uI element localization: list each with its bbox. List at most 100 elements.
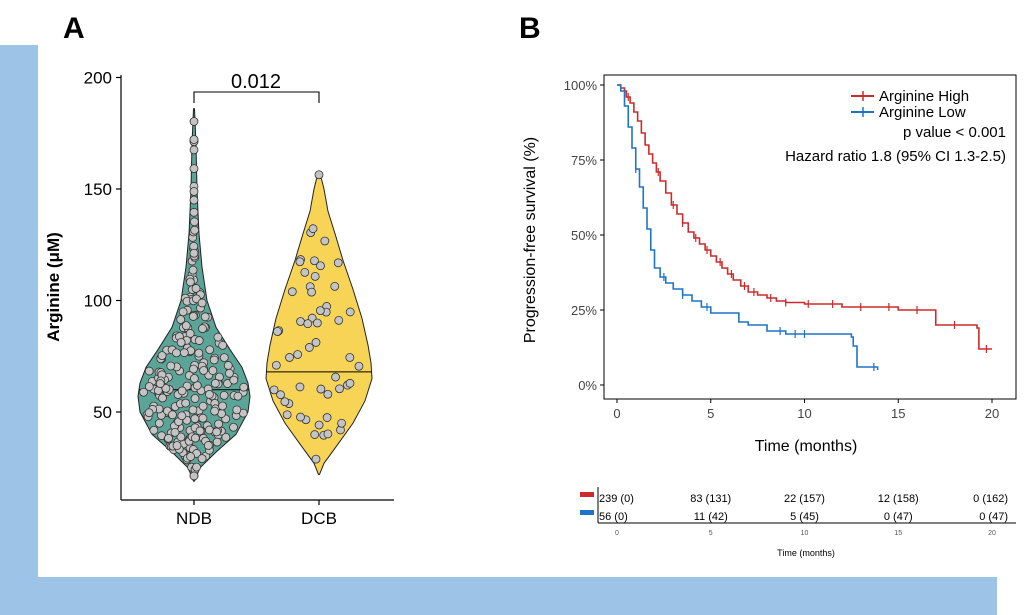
data-point [185,329,195,338]
data-point [176,315,186,324]
risk-row-marker-low [580,510,594,515]
hazard-ratio-annotation: Hazard ratio 1.8 (95% CI 1.3-2.5) [785,148,1006,165]
data-point [312,318,322,328]
data-point [304,343,314,352]
data-point [210,378,220,388]
x-tick-label: DCB [301,509,337,528]
data-point [233,391,243,401]
data-point [164,433,173,443]
data-point [280,397,290,407]
data-point [189,471,199,481]
risk-table: Time (months) 239 (0) 83 (131) 22 (157) 12 … [580,487,1016,558]
y-tick-label: 50% [571,228,597,243]
data-point [212,437,222,447]
data-point [214,419,223,429]
data-point [345,378,355,388]
x-tick-label: 5 [707,406,714,421]
data-point [189,164,199,174]
km-curve-low [617,84,879,370]
data-point [181,398,191,408]
data-point [333,258,343,268]
data-point [203,441,213,450]
data-point [239,382,249,392]
data-point [314,420,324,430]
data-point [218,340,228,350]
data-point [195,426,205,436]
background-band-bottom [0,577,997,615]
data-point [176,338,186,347]
data-point [189,195,199,205]
plot-frame [603,74,1017,400]
risk-cell: 239 (0) [599,493,634,505]
data-point [189,135,199,144]
data-point [210,406,220,416]
legend-label-low: Arginine Low [879,104,966,121]
y-axis-ticks: 0% 25% 50% 75% 100% [564,78,604,393]
data-point [189,364,198,374]
risk-cell: 0 (47) [979,511,1008,523]
data-point [191,284,201,293]
data-point [310,271,320,281]
data-point [204,425,214,435]
data-point [197,298,207,308]
data-point [194,336,204,345]
risk-table-title: Time (months) [777,548,835,558]
data-point [310,430,320,439]
data-point [296,317,305,326]
y-tick-label: 150 [84,180,112,199]
y-tick-label: 100% [564,78,598,93]
risk-row-marker-high [580,492,594,497]
risk-time-tick-label: 15 [894,530,902,537]
data-point [188,265,198,275]
data-point [176,432,186,442]
data-point [229,422,238,432]
y-tick-label: 100 [84,292,112,311]
data-point [172,441,182,450]
data-point [188,312,198,321]
y-axis-label: Arginine (μM) [44,232,63,342]
data-point [311,338,321,347]
risk-cell: 5 (45) [790,511,819,523]
data-point [189,217,199,227]
y-tick-label: 50 [93,403,112,422]
x-tick-label: 15 [891,406,905,421]
data-point [224,368,234,378]
data-point [188,405,198,415]
data-point [322,413,332,422]
data-point [189,374,199,383]
data-point [149,425,159,435]
comparison-bracket [193,91,320,103]
data-point [323,429,333,439]
data-point [194,348,204,358]
data-point [345,353,355,362]
data-point [190,225,200,235]
data-point [293,350,303,359]
panel-label-a: A [63,12,85,45]
data-point [295,382,305,392]
data-point [200,312,210,322]
data-point [307,287,316,297]
data-point [157,351,167,361]
data-point [334,315,344,325]
data-point [181,321,191,331]
data-point [330,281,340,291]
km-curve-high [617,84,992,350]
data-point [296,412,305,422]
risk-cell: 83 (131) [690,493,731,505]
x-axis-label: Time (months) [755,438,858,455]
y-tick-label: 75% [571,153,597,168]
data-point [314,170,324,180]
survival-curves [617,84,992,371]
x-tick-label: NDB [176,509,212,528]
risk-cell: 12 (158) [878,493,919,505]
risk-time-tick-label: 0 [615,530,619,537]
data-point [209,355,219,365]
data-point [144,366,154,376]
data-point [154,418,164,428]
data-point [189,248,199,258]
data-point [166,361,176,371]
comparison-p-value: 0.012 [231,71,281,93]
data-point [223,361,233,370]
data-point [320,236,330,246]
data-point [170,427,180,437]
